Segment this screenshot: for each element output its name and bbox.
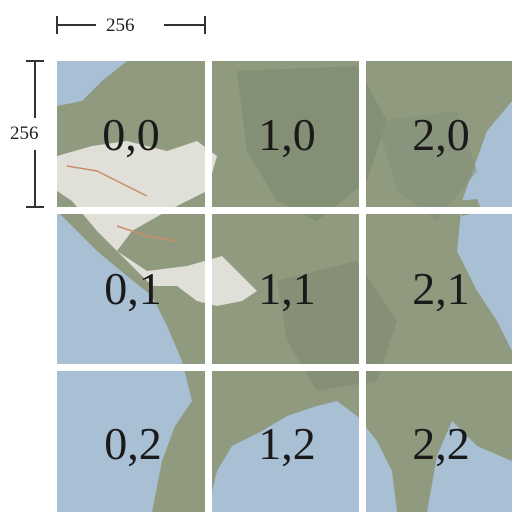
tile-label-2-1: 2,1 (412, 263, 470, 314)
tile-label-0-0: 0,0 (102, 109, 160, 160)
tile-label-1-2: 1,2 (258, 418, 316, 469)
tile-label-1-0: 1,0 (258, 109, 316, 160)
forest-patch (377, 111, 477, 221)
height-label: 256 (10, 123, 39, 144)
road (66, 165, 148, 197)
height-dimension (26, 60, 44, 208)
tile-label-0-2: 0,2 (104, 418, 162, 469)
tile-label-1-1: 1,1 (258, 263, 316, 314)
tile-label-0-1: 0,1 (104, 263, 162, 314)
grid-gap-vertical (359, 61, 366, 512)
grid-gap-horizontal (57, 207, 512, 214)
road (116, 225, 178, 242)
grid-gap-horizontal (57, 364, 512, 371)
width-label: 256 (106, 15, 135, 36)
forest-patch (237, 66, 387, 221)
forest-patch (277, 261, 397, 391)
tile-label-2-0: 2,0 (412, 109, 470, 160)
width-dimension (56, 16, 206, 34)
map-tile-grid (57, 61, 512, 512)
grid-gap-vertical (205, 61, 212, 512)
tile-label-2-2: 2,2 (412, 418, 470, 469)
